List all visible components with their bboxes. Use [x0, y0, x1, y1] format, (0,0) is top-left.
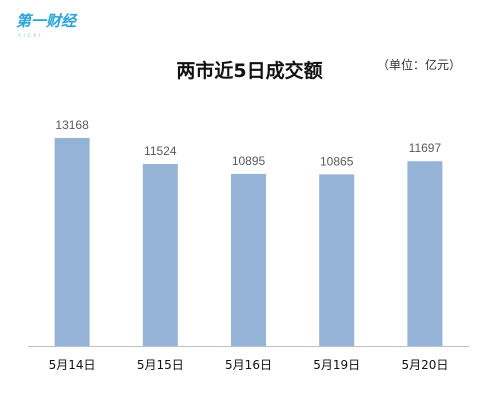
- tick-labels-layer: 5月14日 5月15日 5月16日 5月19日 5月20日: [49, 358, 449, 372]
- unit-label: （单位：亿元）: [376, 58, 461, 72]
- value-label-5: 11697: [409, 141, 442, 155]
- value-label-4: 10865: [320, 154, 354, 168]
- x-tick-label-3: 5月16日: [225, 358, 272, 372]
- x-tick-label-4: 5月19日: [313, 358, 360, 372]
- bar-4: [319, 174, 355, 346]
- x-tick-label-2: 5月15日: [137, 358, 184, 372]
- x-tick-label-1: 5月14日: [49, 358, 96, 372]
- value-labels-layer: 13168 11524 10895 10865 11697: [55, 118, 441, 168]
- bar-5: [407, 161, 443, 346]
- chart-title: 两市近5日成交额: [176, 60, 323, 82]
- x-tick-label-5: 5月20日: [401, 358, 448, 372]
- value-label-3: 10895: [232, 154, 266, 168]
- brand-logo-subtext: YICAI: [17, 33, 43, 38]
- brand-logo: 第一财经 YICAI: [16, 12, 78, 38]
- bar-1: [54, 138, 90, 346]
- value-label-2: 11524: [144, 144, 177, 158]
- value-label-1: 13168: [55, 118, 89, 132]
- bar-2: [142, 164, 178, 346]
- bar-3: [231, 173, 266, 346]
- bars-layer: [54, 138, 443, 346]
- brand-logo-text: 第一财经: [16, 12, 78, 30]
